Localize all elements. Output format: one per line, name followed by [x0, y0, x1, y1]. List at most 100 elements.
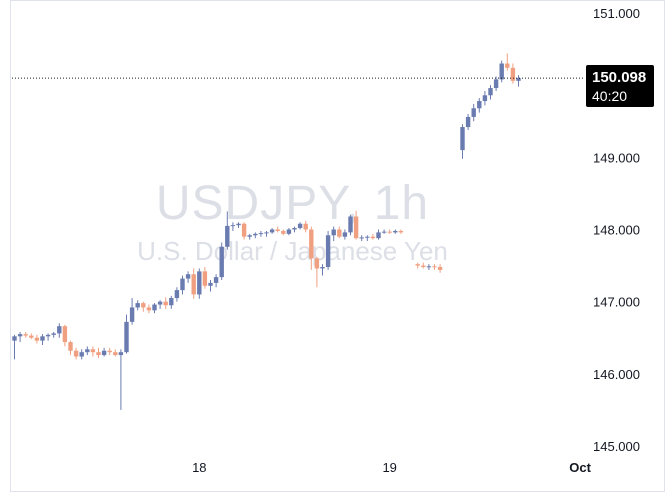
candle — [477, 98, 482, 113]
candle-body — [208, 282, 213, 286]
candle-body — [510, 67, 516, 81]
candle — [421, 262, 426, 269]
candle — [258, 230, 264, 237]
candle — [124, 314, 129, 354]
candle — [309, 226, 314, 270]
candle — [365, 235, 370, 242]
candle — [34, 334, 40, 344]
candle-body — [124, 321, 129, 353]
candle-body — [393, 230, 398, 233]
time-tick-label: 18 — [192, 460, 206, 475]
candle — [107, 347, 112, 356]
time-tick-label: Oct — [569, 460, 591, 475]
bar-countdown: 40:20 — [592, 88, 628, 104]
candle — [219, 242, 224, 281]
candle — [437, 264, 443, 273]
candle — [370, 233, 376, 240]
candle — [415, 262, 420, 269]
candle-body — [51, 333, 56, 335]
price-tick-label: 151.000 — [593, 6, 640, 21]
candle — [213, 274, 219, 288]
candle — [174, 287, 180, 302]
candle — [387, 229, 392, 234]
candle — [202, 267, 208, 289]
candle-body — [365, 236, 370, 238]
candle — [342, 229, 348, 240]
candle-body — [460, 127, 465, 151]
candle-body — [230, 225, 236, 227]
time-tick-label: 19 — [382, 460, 396, 475]
candle-body — [331, 229, 336, 236]
candle — [337, 226, 342, 239]
candle-body — [202, 271, 208, 286]
candle — [29, 333, 34, 340]
candle-body — [505, 63, 510, 68]
candle — [353, 210, 359, 240]
candle-body — [118, 352, 124, 356]
candle-body — [353, 216, 359, 239]
candle-body — [297, 223, 303, 229]
candle-body — [247, 235, 252, 237]
candle — [141, 301, 146, 312]
candle-body — [163, 301, 168, 306]
candle — [499, 60, 504, 83]
candle — [292, 226, 297, 233]
candle — [297, 222, 303, 230]
candle — [180, 275, 185, 295]
candle — [510, 63, 516, 84]
candle-body — [34, 337, 40, 341]
candle-body — [275, 229, 280, 231]
candle-body — [169, 298, 174, 306]
candle-body — [129, 307, 135, 322]
candle-body — [477, 101, 482, 109]
candle-body — [499, 63, 504, 80]
candle — [129, 298, 135, 325]
watermark-description: U.S. Dollar / Japanese Yen — [137, 236, 448, 266]
candle-body — [62, 326, 68, 343]
candle — [465, 114, 471, 130]
candle — [51, 331, 56, 338]
price-tick-label: 145.000 — [593, 439, 640, 454]
candle-body — [174, 290, 180, 299]
candle — [426, 264, 432, 270]
candle-body — [68, 342, 73, 351]
candle — [169, 295, 174, 309]
candle — [247, 233, 252, 240]
candle-body — [376, 232, 381, 239]
candle-body — [281, 230, 286, 234]
candle — [85, 346, 90, 356]
candles-layer — [12, 53, 521, 410]
candle-body — [79, 352, 84, 357]
candle — [118, 349, 124, 410]
candle-body — [152, 304, 157, 311]
candle-body — [57, 326, 62, 334]
candle — [241, 222, 247, 240]
candle-body — [236, 223, 241, 226]
chart-frame — [10, 0, 665, 492]
candle — [90, 346, 96, 357]
candle-body — [303, 223, 308, 230]
candle — [17, 331, 23, 343]
price-tick-label: 149.000 — [593, 150, 640, 165]
candle-body — [309, 229, 314, 259]
candle-body — [348, 216, 353, 233]
candle — [348, 215, 353, 236]
candle — [45, 333, 51, 341]
candle — [331, 226, 336, 242]
candle-body — [337, 229, 342, 237]
candle-body — [241, 223, 247, 237]
candle — [12, 334, 17, 360]
candle-body — [40, 336, 45, 341]
candle-body — [29, 335, 34, 338]
candle-body — [342, 232, 348, 237]
candle-body — [320, 267, 325, 269]
candle — [230, 222, 236, 231]
candle — [264, 230, 269, 237]
candle-body — [488, 88, 493, 96]
candle — [432, 264, 437, 270]
candle — [516, 75, 521, 87]
candle — [101, 347, 107, 357]
candle-body — [113, 352, 118, 356]
candle — [275, 226, 280, 233]
